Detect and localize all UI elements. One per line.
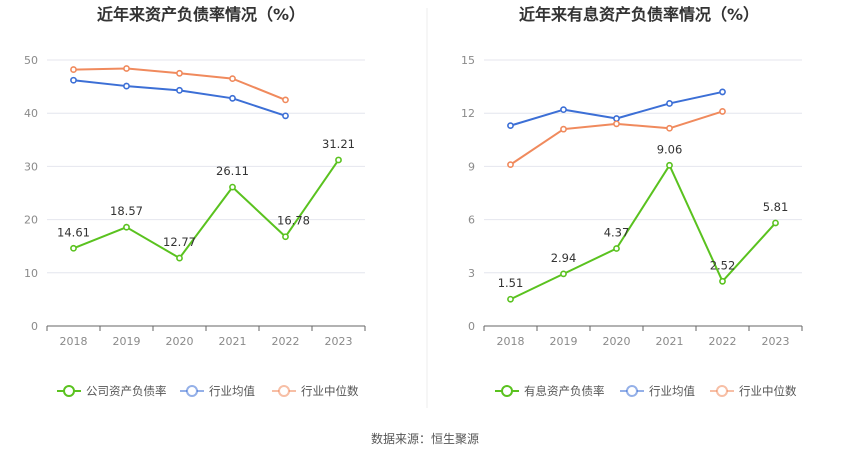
data-point <box>666 124 673 132</box>
data-label: 31.21 <box>322 137 355 151</box>
legend-label: 公司资产负债率 <box>86 384 167 398</box>
data-label: 18.57 <box>110 204 143 218</box>
source-note: 数据来源：恒生聚源 <box>371 431 479 446</box>
data-label: 5.81 <box>763 200 789 214</box>
data-point <box>560 270 567 278</box>
data-point <box>282 112 289 120</box>
y-tick-label: 3 <box>468 267 475 280</box>
data-point <box>613 245 620 252</box>
data-point <box>719 88 726 96</box>
y-tick-label: 15 <box>461 54 475 67</box>
data-point <box>335 156 342 164</box>
data-label: 2.94 <box>551 251 577 265</box>
chart-title: 近年来有息资产负债率情况（%） <box>519 5 759 24</box>
chart-interest-bearing-debt-ratio: 近年来有息资产负债率情况（%） 0 3 6 9 12 15 2018 2019 2020 2021 2… <box>461 5 803 398</box>
y-tick-label: 0 <box>31 320 38 333</box>
data-point <box>229 94 236 102</box>
data-label: 14.61 <box>57 225 90 239</box>
y-tick-label: 20 <box>24 214 38 227</box>
x-tick-label: 2018 <box>497 335 525 348</box>
x-tick-label: 2022 <box>272 335 300 348</box>
x-tick-label: 2019 <box>113 335 141 348</box>
data-label: 2.52 <box>710 258 736 272</box>
legend-item[interactable]: 有息资产负债率 <box>495 384 605 398</box>
data-point <box>229 75 236 83</box>
data-point <box>70 244 77 252</box>
y-tick-label: 50 <box>24 54 38 67</box>
legend-label: 行业中位数 <box>739 384 797 398</box>
y-tick-label: 40 <box>24 107 38 120</box>
data-point <box>282 233 289 241</box>
data-point <box>507 161 514 169</box>
data-point <box>123 223 130 231</box>
x-tick-label: 2021 <box>219 335 247 348</box>
legend-item[interactable]: 行业均值 <box>620 384 695 398</box>
data-point <box>666 100 673 107</box>
legend-marker <box>63 385 75 397</box>
legend-item[interactable]: 公司资产负债率 <box>57 384 167 398</box>
data-point <box>613 115 620 122</box>
x-tick-label: 2021 <box>656 335 684 348</box>
y-tick-label: 6 <box>468 214 475 227</box>
data-point <box>123 65 130 72</box>
data-label: 16.78 <box>277 214 310 228</box>
data-point <box>507 122 514 130</box>
legend-label: 有息资产负债率 <box>524 384 605 398</box>
legend-marker <box>186 385 198 397</box>
x-tick-label: 2022 <box>709 335 737 348</box>
legend-item[interactable]: 行业均值 <box>180 384 255 398</box>
data-point <box>507 295 514 303</box>
y-tick-label: 12 <box>461 107 475 120</box>
series-line <box>73 79 286 117</box>
data-point <box>70 66 77 73</box>
legend-marker <box>278 385 290 397</box>
x-tick-label: 2020 <box>603 335 631 348</box>
data-point <box>176 254 183 262</box>
x-tick-label: 2020 <box>166 335 194 348</box>
y-tick-label: 9 <box>468 160 475 173</box>
data-point <box>613 120 620 128</box>
data-point <box>176 69 183 77</box>
x-tick-label: 2023 <box>325 335 353 348</box>
data-point <box>772 219 779 227</box>
data-point <box>666 161 673 169</box>
y-tick-label: 30 <box>24 160 38 173</box>
x-tick-label: 2023 <box>762 335 790 348</box>
data-point <box>560 125 567 133</box>
data-label: 4.37 <box>604 226 630 240</box>
data-point <box>560 106 567 114</box>
data-label: 9.06 <box>657 142 683 156</box>
chart-debt-ratio: 近年来资产负债率情况（%） 0 10 20 30 40 50 2018 2019 2020 2021… <box>24 5 366 398</box>
data-point <box>229 183 236 191</box>
data-point <box>70 76 77 84</box>
legend-item[interactable]: 行业中位数 <box>710 384 797 398</box>
series-line <box>510 164 777 301</box>
legend-label: 行业均值 <box>649 384 695 398</box>
x-tick-label: 2019 <box>550 335 578 348</box>
data-point <box>719 277 726 285</box>
chart-title: 近年来资产负债率情况（%） <box>97 5 305 24</box>
legend-marker <box>501 385 513 397</box>
y-tick-label: 0 <box>468 320 475 333</box>
data-label: 26.11 <box>216 164 249 178</box>
data-point <box>123 82 130 90</box>
series-line <box>73 159 340 260</box>
data-label: 12.77 <box>163 235 196 249</box>
data-point <box>282 96 289 104</box>
legend-item[interactable]: 行业中位数 <box>272 384 359 398</box>
legend-label: 行业均值 <box>209 384 255 398</box>
data-label: 1.51 <box>498 276 524 290</box>
data-point <box>719 108 726 115</box>
data-point <box>176 86 183 94</box>
legend-label: 行业中位数 <box>301 384 359 398</box>
legend-marker <box>626 385 638 397</box>
x-tick-label: 2018 <box>60 335 88 348</box>
y-tick-label: 10 <box>24 267 38 280</box>
legend-marker <box>716 385 728 397</box>
